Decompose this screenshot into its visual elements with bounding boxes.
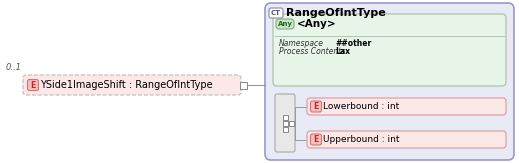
Text: Namespace: Namespace	[279, 38, 324, 47]
Bar	[289, 120, 294, 126]
Text: 0..1: 0..1	[6, 63, 22, 72]
FancyBboxPatch shape	[23, 75, 241, 95]
FancyBboxPatch shape	[269, 8, 283, 18]
Bar	[282, 126, 288, 132]
Text: Lowerbound : int: Lowerbound : int	[323, 102, 399, 111]
FancyBboxPatch shape	[273, 14, 506, 86]
FancyBboxPatch shape	[265, 3, 514, 160]
Text: <Any>: <Any>	[297, 19, 337, 29]
Text: ##other: ##other	[335, 38, 371, 47]
Text: E: E	[31, 81, 36, 89]
FancyBboxPatch shape	[310, 134, 321, 145]
FancyBboxPatch shape	[276, 19, 294, 29]
Text: E: E	[313, 135, 319, 144]
Text: CT: CT	[271, 10, 281, 16]
Text: YSide1ImageShift : RangeOfIntType: YSide1ImageShift : RangeOfIntType	[40, 80, 213, 90]
FancyBboxPatch shape	[307, 98, 506, 115]
FancyBboxPatch shape	[275, 94, 295, 152]
Bar	[282, 120, 288, 126]
Text: Lax: Lax	[335, 47, 350, 57]
Text: RangeOfIntType: RangeOfIntType	[286, 8, 386, 18]
FancyBboxPatch shape	[307, 131, 506, 148]
Bar	[282, 114, 288, 119]
FancyBboxPatch shape	[28, 80, 38, 90]
Text: Upperbound : int: Upperbound : int	[323, 135, 400, 144]
Text: Any: Any	[278, 21, 293, 27]
Text: Process Contents: Process Contents	[279, 47, 345, 57]
FancyBboxPatch shape	[310, 101, 321, 112]
Bar	[240, 82, 247, 89]
Text: E: E	[313, 102, 319, 111]
